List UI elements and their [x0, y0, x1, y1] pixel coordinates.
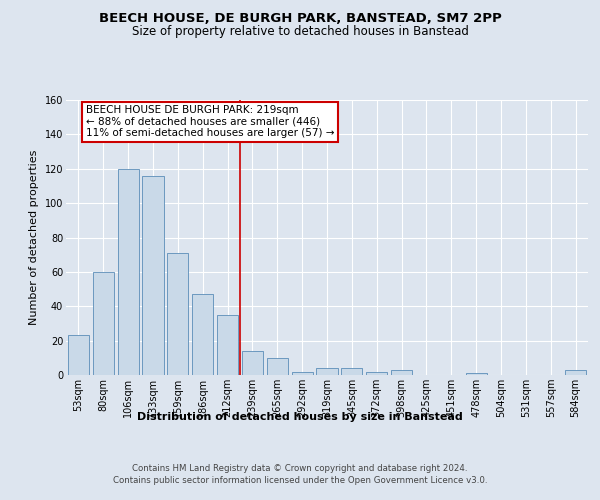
Bar	[391, 370, 412, 375]
Y-axis label: Number of detached properties: Number of detached properties	[29, 150, 39, 325]
Bar	[93, 272, 114, 375]
Bar	[341, 368, 362, 375]
Bar	[217, 315, 238, 375]
Text: BEECH HOUSE DE BURGH PARK: 219sqm
← 88% of detached houses are smaller (446)
11%: BEECH HOUSE DE BURGH PARK: 219sqm ← 88% …	[86, 105, 334, 138]
Bar	[292, 372, 313, 375]
Bar	[466, 374, 487, 375]
Bar	[242, 351, 263, 375]
Bar	[68, 336, 89, 375]
Bar	[167, 253, 188, 375]
Bar	[192, 294, 213, 375]
Text: BEECH HOUSE, DE BURGH PARK, BANSTEAD, SM7 2PP: BEECH HOUSE, DE BURGH PARK, BANSTEAD, SM…	[98, 12, 502, 26]
Bar	[366, 372, 387, 375]
Text: Distribution of detached houses by size in Banstead: Distribution of detached houses by size …	[137, 412, 463, 422]
Text: Contains HM Land Registry data © Crown copyright and database right 2024.: Contains HM Land Registry data © Crown c…	[132, 464, 468, 473]
Bar	[565, 370, 586, 375]
Bar	[118, 169, 139, 375]
Bar	[316, 368, 338, 375]
Text: Contains public sector information licensed under the Open Government Licence v3: Contains public sector information licen…	[113, 476, 487, 485]
Bar	[267, 358, 288, 375]
Text: Size of property relative to detached houses in Banstead: Size of property relative to detached ho…	[131, 25, 469, 38]
Bar	[142, 176, 164, 375]
